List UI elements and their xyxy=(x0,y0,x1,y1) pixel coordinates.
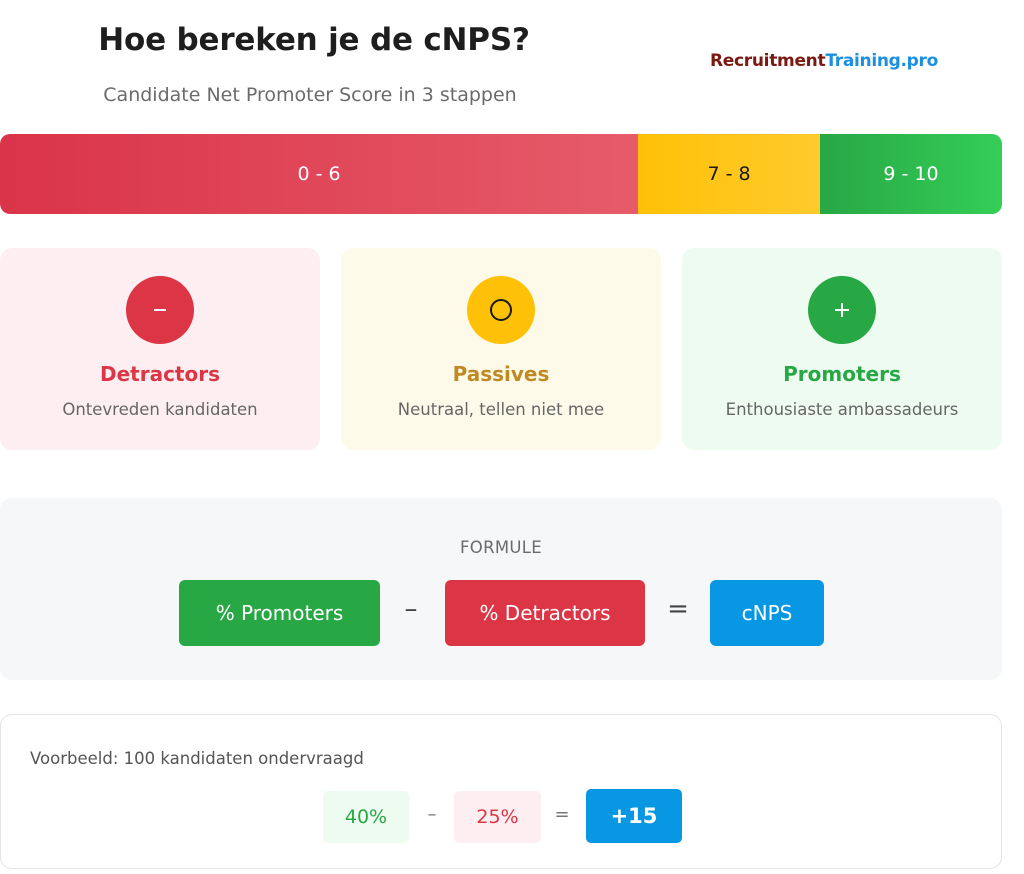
example-equals-operator: = xyxy=(554,804,570,825)
example-label: Voorbeeld: 100 kandidaten ondervraagd xyxy=(30,749,364,768)
category-cards: Detractors Ontevreden kandidaten Passive… xyxy=(0,248,1002,450)
card-description: Neutraal, tellen niet mee xyxy=(397,400,605,419)
formula-equals-operator: = xyxy=(667,594,689,624)
formula-label: FORMULE xyxy=(460,538,542,557)
card-passives: Passives Neutraal, tellen niet mee xyxy=(341,248,661,450)
card-title: Promoters xyxy=(783,362,901,386)
example-result-value: +15 xyxy=(586,789,682,843)
page-subtitle: Candidate Net Promoter Score in 3 stappe… xyxy=(103,84,517,106)
formula-panel: FORMULE % Promoters – % Detractors = cNP… xyxy=(0,498,1002,680)
example-panel: Voorbeeld: 100 kandidaten ondervraagd 40… xyxy=(0,714,1002,869)
brand-logo: RecruitmentTraining.pro xyxy=(710,51,938,71)
example-minus-operator: – xyxy=(427,804,437,825)
formula-term-detractors: % Detractors xyxy=(445,580,645,646)
circle-icon xyxy=(467,276,535,344)
scale-segment-detractors: 0 - 6 xyxy=(0,134,638,214)
minus-icon xyxy=(126,276,194,344)
card-title: Passives xyxy=(452,362,550,386)
plus-icon xyxy=(808,276,876,344)
logo-part-recruitment: Recruitment xyxy=(710,51,826,71)
page-title: Hoe bereken je de cNPS? xyxy=(98,22,530,58)
logo-part-training: Training.pro xyxy=(825,51,939,71)
formula-term-promoters: % Promoters xyxy=(179,580,380,646)
card-promoters: Promoters Enthousiaste ambassadeurs xyxy=(682,248,1002,450)
scale-segment-promoters: 9 - 10 xyxy=(820,134,1002,214)
card-title: Detractors xyxy=(99,362,220,386)
card-description: Enthousiaste ambassadeurs xyxy=(725,400,959,419)
score-scale-bar: 0 - 6 7 - 8 9 - 10 xyxy=(0,134,1002,214)
example-detractors-value: 25% xyxy=(454,791,541,843)
formula-result-cnps: cNPS xyxy=(710,580,824,646)
header: Hoe bereken je de cNPS? Candidate Net Pr… xyxy=(0,0,1024,120)
formula-minus-operator: – xyxy=(404,594,418,624)
scale-segment-passives: 7 - 8 xyxy=(638,134,820,214)
example-promoters-value: 40% xyxy=(323,791,409,843)
card-description: Ontevreden kandidaten xyxy=(62,400,258,419)
card-detractors: Detractors Ontevreden kandidaten xyxy=(0,248,320,450)
